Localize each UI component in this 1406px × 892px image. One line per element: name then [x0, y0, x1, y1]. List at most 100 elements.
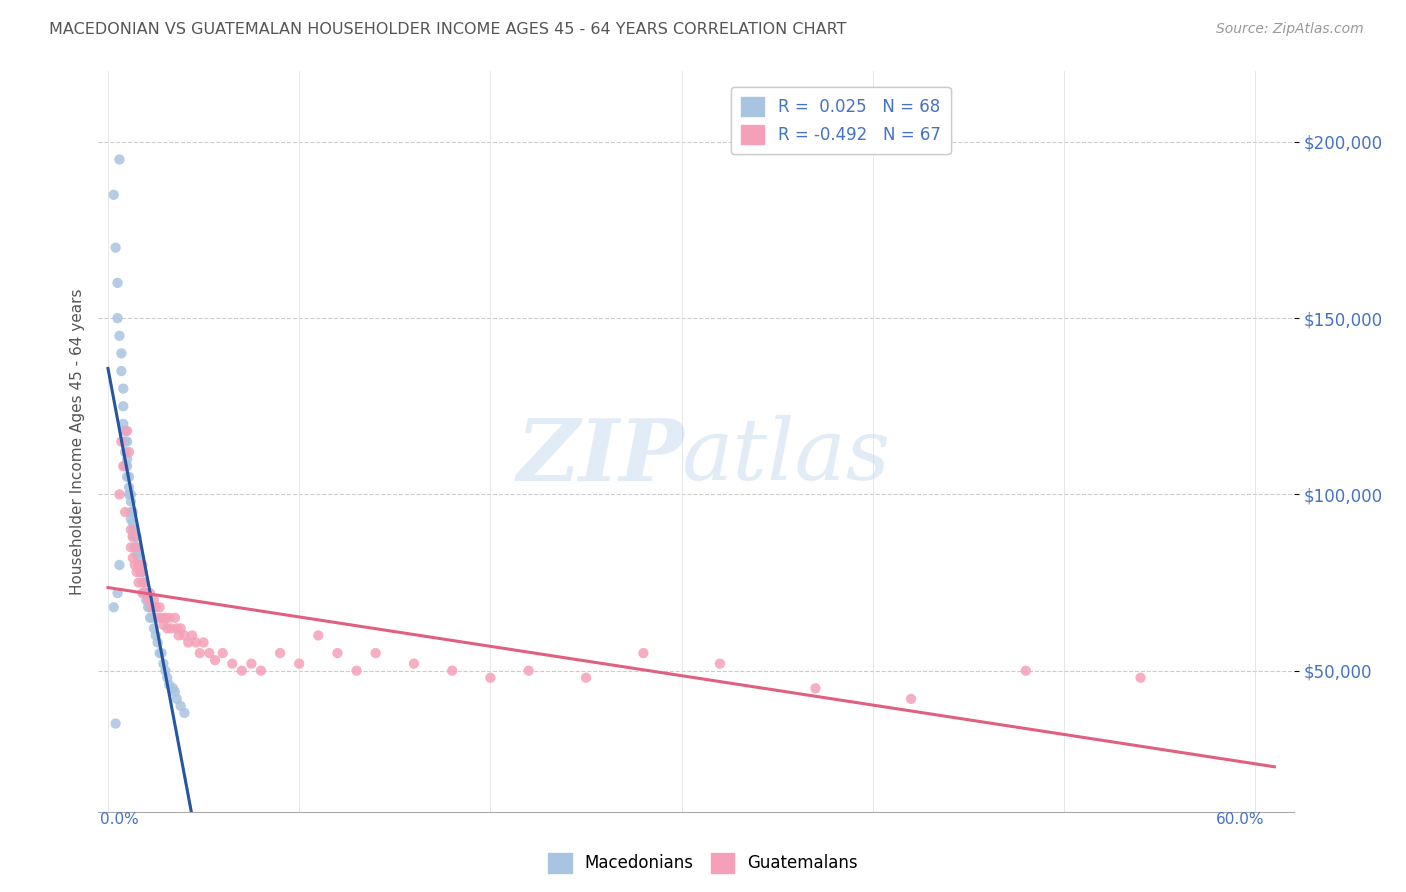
Point: [108, 487, 131, 501]
Point: [107, 586, 129, 600]
Point: [114, 445, 136, 459]
Point: [169, 621, 191, 635]
Point: [103, 600, 125, 615]
Point: [240, 657, 263, 671]
Point: [198, 646, 221, 660]
Point: [128, 558, 150, 572]
Point: [121, 550, 143, 565]
Point: [1015, 664, 1038, 678]
Text: 0.0%: 0.0%: [100, 812, 139, 827]
Point: [114, 434, 136, 449]
Point: [128, 575, 150, 590]
Point: [150, 646, 173, 660]
Point: [188, 646, 211, 660]
Point: [115, 434, 138, 449]
Point: [120, 487, 142, 501]
Point: [125, 565, 148, 579]
Point: [121, 505, 143, 519]
Point: [402, 657, 425, 671]
Point: [128, 558, 150, 572]
Point: [155, 611, 177, 625]
Point: [156, 671, 179, 685]
Point: [108, 153, 131, 167]
Point: [129, 565, 152, 579]
Point: [269, 646, 291, 660]
Point: [177, 635, 200, 649]
Point: [120, 512, 142, 526]
Point: [139, 586, 162, 600]
Point: [169, 698, 191, 713]
Point: [129, 565, 152, 579]
Point: [134, 575, 156, 590]
Point: [346, 664, 368, 678]
Point: [136, 593, 159, 607]
Point: [479, 671, 502, 685]
Point: [141, 611, 163, 625]
Point: [114, 505, 136, 519]
Point: [136, 600, 159, 615]
Point: [156, 621, 179, 635]
Point: [141, 600, 163, 615]
Text: ZIP: ZIP: [516, 415, 685, 498]
Point: [181, 628, 204, 642]
Point: [152, 618, 174, 632]
Point: [110, 434, 132, 449]
Point: [157, 678, 180, 692]
Point: [125, 530, 148, 544]
Point: [112, 417, 135, 431]
Point: [157, 611, 180, 625]
Point: [131, 575, 153, 590]
Point: [149, 600, 172, 615]
Point: [110, 364, 132, 378]
Point: [326, 646, 349, 660]
Point: [129, 558, 152, 572]
Point: [135, 593, 157, 607]
Point: [288, 657, 311, 671]
Point: [155, 664, 177, 678]
Point: [1129, 671, 1152, 685]
Point: [441, 664, 464, 678]
Point: [125, 541, 148, 555]
Point: [115, 470, 138, 484]
Point: [135, 586, 157, 600]
Point: [131, 558, 153, 572]
Point: [142, 593, 165, 607]
Point: [120, 505, 142, 519]
Point: [163, 611, 186, 625]
Point: [118, 445, 141, 459]
Point: [163, 685, 186, 699]
Point: [115, 452, 138, 467]
Point: [131, 565, 153, 579]
Point: [900, 692, 922, 706]
Point: [145, 628, 167, 642]
Point: [108, 558, 131, 572]
Point: [149, 646, 172, 660]
Point: [110, 346, 132, 360]
Point: [114, 459, 136, 474]
Point: [150, 611, 173, 625]
Point: [135, 586, 157, 600]
Point: [145, 600, 167, 615]
Point: [162, 681, 184, 696]
Point: [125, 541, 148, 555]
Point: [124, 530, 146, 544]
Point: [173, 706, 195, 720]
Point: [118, 470, 141, 484]
Point: [139, 611, 162, 625]
Point: [107, 311, 129, 326]
Point: [120, 541, 142, 555]
Point: [107, 276, 129, 290]
Point: [128, 550, 150, 565]
Point: [204, 653, 226, 667]
Point: [115, 424, 138, 438]
Point: [118, 480, 141, 494]
Text: MACEDONIAN VS GUATEMALAN HOUSEHOLDER INCOME AGES 45 - 64 YEARS CORRELATION CHART: MACEDONIAN VS GUATEMALAN HOUSEHOLDER INC…: [49, 22, 846, 37]
Point: [152, 657, 174, 671]
Text: atlas: atlas: [681, 415, 890, 498]
Point: [121, 530, 143, 544]
Point: [804, 681, 827, 696]
Point: [131, 586, 153, 600]
Point: [120, 523, 142, 537]
Y-axis label: Householder Income Ages 45 - 64 years: Householder Income Ages 45 - 64 years: [69, 288, 84, 595]
Point: [221, 657, 243, 671]
